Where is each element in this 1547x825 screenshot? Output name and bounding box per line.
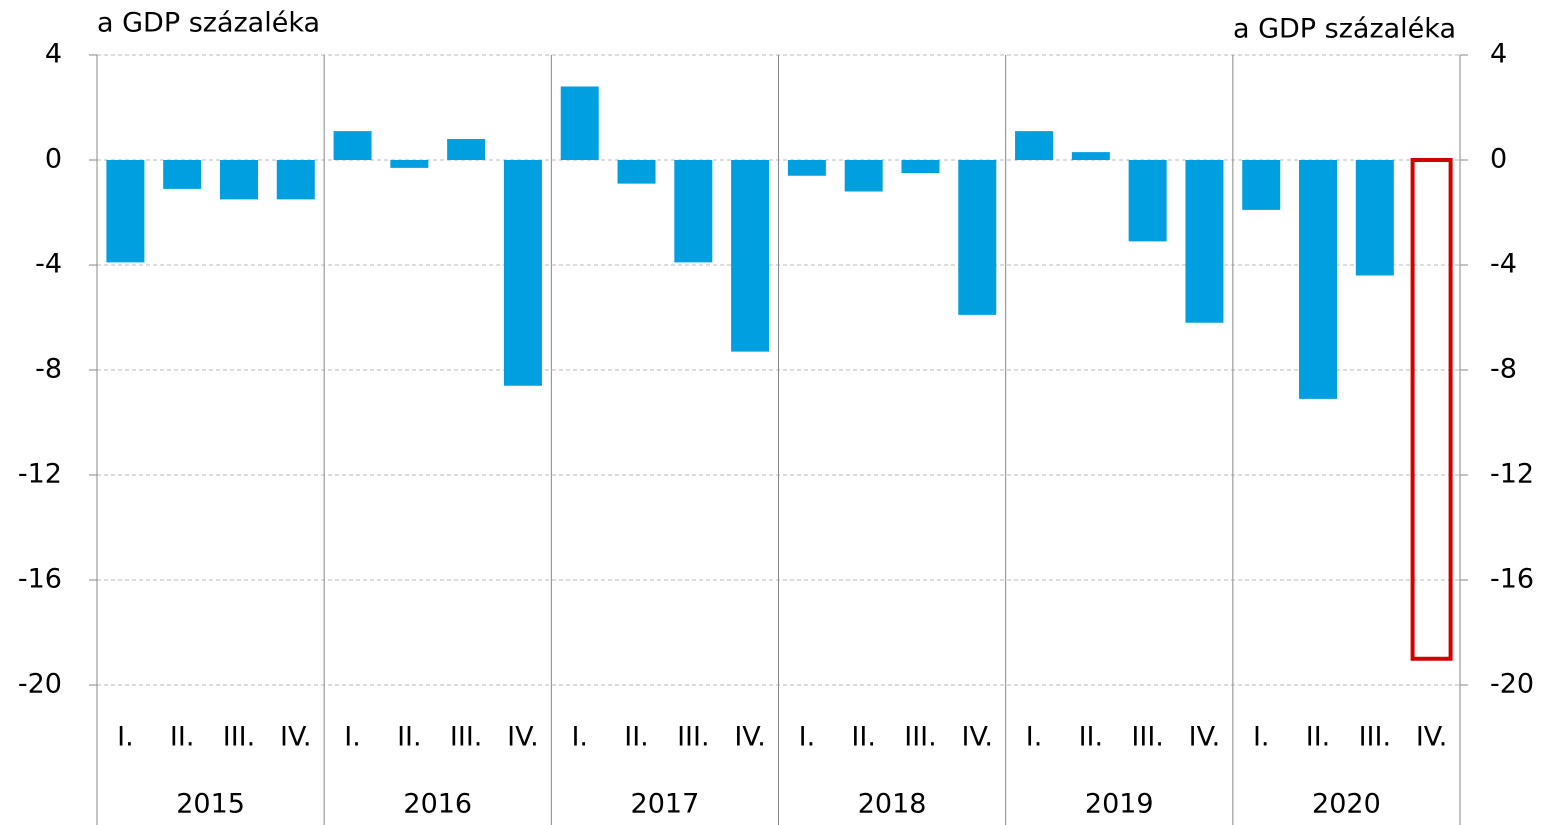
group-label: 2018: [858, 789, 927, 820]
x-tick-label: II.: [851, 722, 876, 753]
x-tick-label: I.: [799, 722, 816, 753]
x-tick-label: IV.: [961, 722, 993, 753]
x-tick-label: IV.: [1416, 722, 1448, 753]
bar: [731, 160, 770, 352]
x-tick-label: II.: [624, 722, 649, 753]
x-tick-label: I.: [571, 722, 588, 753]
x-tick-label: IV.: [507, 722, 539, 753]
bar: [844, 160, 883, 192]
bar: [560, 86, 599, 160]
y2-axis-label: a GDP százaléka: [1233, 14, 1456, 45]
x-tick-label: III.: [450, 722, 482, 753]
x-tick-label: II.: [1306, 722, 1331, 753]
x-tick-label: III.: [677, 722, 709, 753]
y-tick-label: -12: [18, 459, 62, 490]
y-tick-label: 0: [45, 144, 62, 175]
bar: [106, 160, 145, 263]
group-label: 2017: [631, 789, 700, 820]
x-tick-label: II.: [1079, 722, 1104, 753]
bar: [1128, 160, 1167, 242]
x-tick-label: III.: [904, 722, 936, 753]
x-tick-label: I.: [344, 722, 361, 753]
x-tick-label: I.: [117, 722, 134, 753]
group-label: 2015: [176, 789, 245, 820]
x-tick-label: IV.: [1189, 722, 1221, 753]
bar: [219, 160, 258, 200]
bar: [901, 160, 940, 174]
y2-tick-label: 4: [1490, 39, 1507, 70]
x-tick-label: I.: [1026, 722, 1043, 753]
bar: [333, 131, 372, 160]
x-tick-label: II.: [397, 722, 422, 753]
x-tick-label: IV.: [280, 722, 312, 753]
bar: [787, 160, 826, 176]
y2-tick-label: -8: [1490, 354, 1517, 385]
group-label: 2016: [403, 789, 472, 820]
y2-tick-label: -4: [1490, 249, 1517, 280]
bar: [276, 160, 315, 200]
bar: [390, 160, 429, 168]
bar: [958, 160, 997, 315]
y2-tick-label: 0: [1490, 144, 1507, 175]
y-tick-label: -8: [35, 354, 62, 385]
bar: [503, 160, 542, 386]
x-tick-label: IV.: [734, 722, 766, 753]
bar: [1299, 160, 1338, 399]
y-tick-label: -20: [18, 669, 62, 700]
y2-tick-label: -12: [1490, 459, 1534, 490]
y-tick-label: -4: [35, 249, 62, 280]
bar: [1015, 131, 1054, 160]
group-label: 2020: [1312, 789, 1381, 820]
bar: [1410, 158, 1453, 661]
x-tick-label: III.: [1359, 722, 1391, 753]
x-tick-label: II.: [170, 722, 195, 753]
bar: [674, 160, 713, 263]
y2-tick-label: -16: [1490, 564, 1534, 595]
bar: [1071, 152, 1110, 160]
bar: [447, 139, 486, 160]
y2-tick-label: -20: [1490, 669, 1534, 700]
bar: [1355, 160, 1394, 276]
x-tick-label: III.: [1131, 722, 1163, 753]
y-tick-label: -16: [18, 564, 62, 595]
x-tick-label: III.: [223, 722, 255, 753]
bar: [617, 160, 656, 184]
bar: [1185, 160, 1224, 323]
group-label: 2019: [1085, 789, 1154, 820]
y-axis-label: a GDP százaléka: [97, 8, 320, 39]
bar: [1242, 160, 1281, 210]
bar: [163, 160, 202, 189]
x-tick-label: I.: [1253, 722, 1270, 753]
y-tick-label: 4: [45, 39, 62, 70]
